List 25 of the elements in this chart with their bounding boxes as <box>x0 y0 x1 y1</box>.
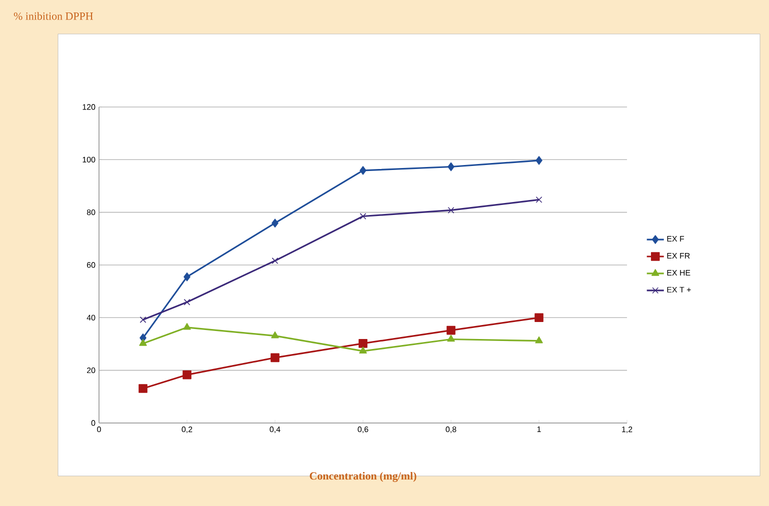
point <box>360 213 366 220</box>
point <box>446 326 456 335</box>
x-axis-title: Concentration (mg/ml) <box>310 472 416 482</box>
point <box>534 313 544 322</box>
point <box>535 336 543 344</box>
point <box>183 322 191 330</box>
point <box>139 339 147 346</box>
point <box>271 331 279 338</box>
point <box>270 353 280 362</box>
point <box>138 384 148 393</box>
point <box>184 272 190 282</box>
point <box>272 258 278 264</box>
chart-title: % inibition DPPH <box>14 12 93 20</box>
point <box>272 218 278 228</box>
point <box>360 166 366 175</box>
point <box>140 316 146 323</box>
point <box>536 196 542 203</box>
point <box>536 156 542 165</box>
point <box>448 206 454 214</box>
point <box>184 298 190 306</box>
point <box>448 162 454 172</box>
point <box>447 334 455 342</box>
point <box>359 346 367 354</box>
point <box>182 370 192 380</box>
point <box>358 339 368 348</box>
